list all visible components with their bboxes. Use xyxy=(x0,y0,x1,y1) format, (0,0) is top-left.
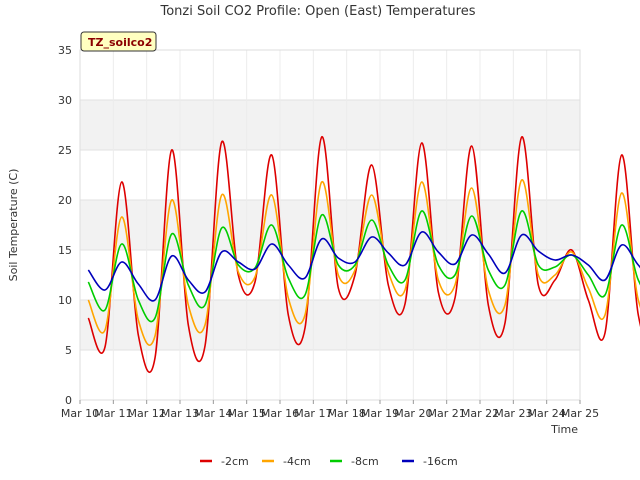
series-line-8cm xyxy=(87,210,640,323)
y-tick-label: 15 xyxy=(58,244,72,257)
x-tick-label: Mar 12 xyxy=(128,407,166,420)
legend-label: -8cm xyxy=(351,455,379,468)
x-tick-label: Mar 23 xyxy=(494,407,532,420)
y-axis-label: Soil Temperature (C) xyxy=(7,169,20,282)
plot-area-frame xyxy=(79,49,581,401)
chart-title: Tonzi Soil CO2 Profile: Open (East) Temp… xyxy=(159,4,475,19)
x-tick-label: Mar 11 xyxy=(94,407,132,420)
tag-box-background xyxy=(80,31,157,52)
grid-band xyxy=(80,300,580,350)
x-axis-label: Time xyxy=(550,423,578,436)
x-tick-label: Mar 21 xyxy=(428,407,466,420)
x-tick-label: Mar 14 xyxy=(194,407,232,420)
y-tick-label: 25 xyxy=(58,144,72,157)
grid-band xyxy=(80,100,580,150)
x-tick-label: Mar 16 xyxy=(261,407,299,420)
x-tick-label: Mar 15 xyxy=(228,407,266,420)
x-tick-label: Mar 20 xyxy=(394,407,432,420)
x-tick-label: Mar 24 xyxy=(528,407,566,420)
legend-label: -2cm xyxy=(221,455,249,468)
grid-bands xyxy=(80,100,580,350)
series-line-4cm xyxy=(87,179,640,346)
x-tick-label: Mar 19 xyxy=(361,407,399,420)
y-tick-label: 35 xyxy=(58,44,72,57)
y-tick-label: 0 xyxy=(65,394,72,407)
x-tick-label: Mar 10 xyxy=(61,407,99,420)
y-tick-label: 10 xyxy=(58,294,72,307)
y-tick-label: 30 xyxy=(58,94,72,107)
series-line-2cm xyxy=(87,136,640,373)
legend-label: -16cm xyxy=(423,455,458,468)
y-tick-label: 5 xyxy=(65,344,72,357)
x-tick-label: Mar 17 xyxy=(294,407,332,420)
x-tick-label: Mar 13 xyxy=(161,407,199,420)
legend: -2cm -4cm -8cm -16cm xyxy=(200,455,458,468)
tag-box: TZ_soilco2 xyxy=(80,31,157,52)
tag-label: TZ_soilco2 xyxy=(88,36,152,49)
x-tick-label: Mar 18 xyxy=(328,407,366,420)
y-axis: 0 5 10 15 20 25 30 35 xyxy=(58,44,72,407)
x-tick-label: Mar 22 xyxy=(461,407,499,420)
legend-label: -4cm xyxy=(283,455,311,468)
y-tick-label: 20 xyxy=(58,194,72,207)
series-lines xyxy=(87,136,640,373)
series-line-16cm xyxy=(87,231,640,302)
x-tick-label: Mar 25 xyxy=(561,407,599,420)
